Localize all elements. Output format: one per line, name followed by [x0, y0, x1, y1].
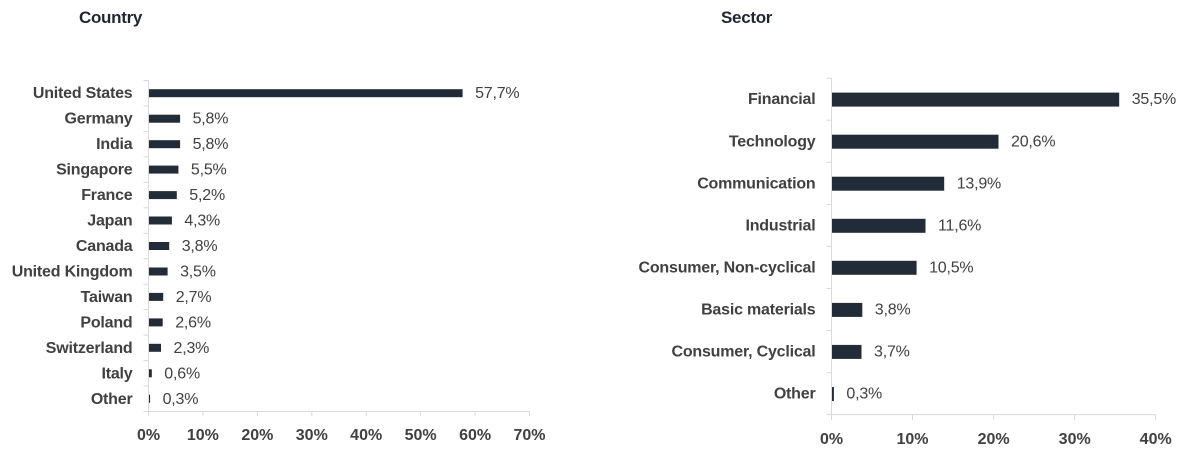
svg-text:Other: Other [774, 386, 816, 403]
svg-text:Basic materials: Basic materials [701, 302, 816, 319]
svg-text:11,6%: 11,6% [938, 217, 981, 234]
svg-text:Country: Country [79, 8, 143, 27]
svg-text:35,5%: 35,5% [1132, 91, 1176, 108]
svg-text:13,9%: 13,9% [957, 175, 1001, 192]
svg-text:30%: 30% [1059, 431, 1091, 448]
svg-text:0,3%: 0,3% [846, 386, 882, 403]
svg-text:5,8%: 5,8% [193, 111, 229, 128]
svg-text:20%: 20% [241, 427, 273, 444]
svg-text:India: India [96, 136, 133, 153]
svg-text:2,3%: 2,3% [174, 340, 210, 357]
svg-text:Singapore: Singapore [56, 162, 133, 179]
svg-text:0,6%: 0,6% [164, 365, 200, 382]
svg-text:Italy: Italy [101, 365, 132, 382]
svg-text:20,6%: 20,6% [1011, 133, 1055, 150]
svg-text:Financial: Financial [748, 91, 816, 108]
svg-text:3,7%: 3,7% [874, 344, 910, 361]
svg-text:Canada: Canada [76, 238, 133, 255]
svg-text:Other: Other [91, 391, 133, 408]
svg-text:10%: 10% [896, 431, 928, 448]
svg-text:0,3%: 0,3% [163, 391, 199, 408]
svg-text:40%: 40% [350, 427, 382, 444]
svg-text:Switzerland: Switzerland [46, 340, 133, 357]
svg-text:5,8%: 5,8% [193, 136, 229, 153]
svg-text:United States: United States [33, 85, 133, 102]
svg-text:United Kingdom: United Kingdom [12, 264, 133, 281]
svg-text:40%: 40% [1140, 431, 1172, 448]
svg-text:Communication: Communication [697, 175, 815, 192]
svg-text:4,3%: 4,3% [184, 213, 220, 230]
svg-text:5,2%: 5,2% [189, 187, 225, 204]
svg-text:Japan: Japan [87, 213, 132, 230]
svg-text:Consumer, Cyclical: Consumer, Cyclical [671, 344, 815, 361]
svg-text:3,8%: 3,8% [182, 238, 218, 255]
svg-text:10%: 10% [187, 427, 219, 444]
svg-text:20%: 20% [978, 431, 1010, 448]
svg-text:3,8%: 3,8% [875, 302, 911, 319]
svg-text:Technology: Technology [729, 133, 816, 150]
svg-text:Taiwan: Taiwan [81, 289, 133, 306]
svg-text:2,7%: 2,7% [176, 289, 212, 306]
svg-text:Germany: Germany [65, 111, 133, 128]
svg-text:France: France [81, 187, 133, 204]
svg-text:10,5%: 10,5% [929, 259, 973, 276]
svg-text:60%: 60% [459, 427, 491, 444]
svg-text:57,7%: 57,7% [475, 85, 519, 102]
svg-text:Sector: Sector [721, 8, 773, 27]
svg-text:50%: 50% [405, 427, 437, 444]
svg-text:Industrial: Industrial [745, 217, 815, 234]
svg-text:30%: 30% [296, 427, 328, 444]
svg-text:Consumer, Non-cyclical: Consumer, Non-cyclical [639, 259, 816, 276]
svg-text:70%: 70% [513, 427, 545, 444]
svg-text:0%: 0% [820, 431, 843, 448]
svg-text:5,5%: 5,5% [191, 162, 227, 179]
svg-text:2,6%: 2,6% [175, 314, 211, 331]
svg-text:Poland: Poland [80, 314, 132, 331]
svg-text:0%: 0% [137, 427, 160, 444]
svg-text:3,5%: 3,5% [180, 264, 216, 281]
